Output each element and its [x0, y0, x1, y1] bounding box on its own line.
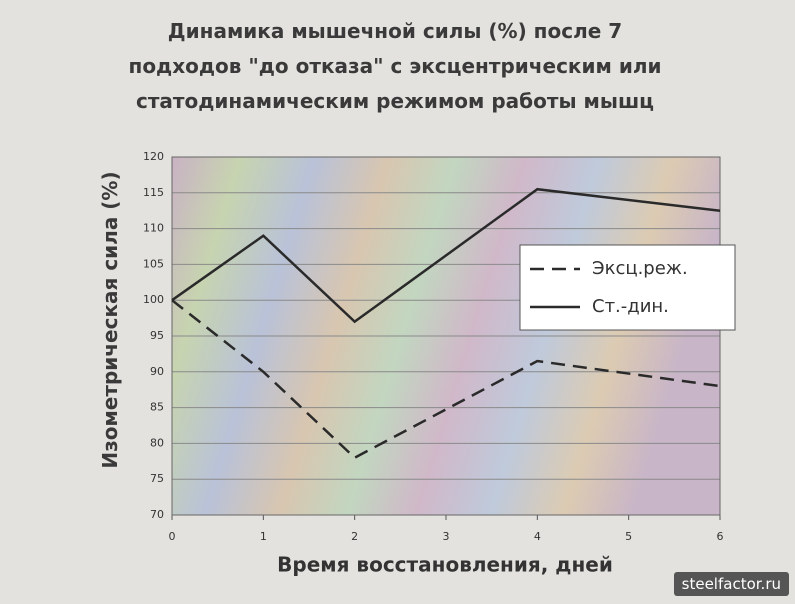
series-line	[171, 187, 721, 324]
plot-border	[171, 156, 721, 516]
series-line	[171, 299, 721, 460]
x-axis-label: Время восстановления, дней	[277, 553, 613, 577]
y-tick-label: 95	[150, 329, 164, 342]
x-tick-label: 2	[351, 530, 358, 543]
watermark: steelfactor.ru	[673, 572, 789, 596]
legend-label: Ст.-дин.	[592, 296, 669, 317]
y-axis-label: Изометрическая сила (%)	[98, 171, 122, 469]
x-tick-label: 0	[169, 530, 176, 543]
x-tick-label: 1	[260, 530, 267, 543]
x-tick-label: 5	[625, 530, 632, 543]
y-tick-label: 105	[143, 257, 164, 270]
x-tick-label: 6	[717, 530, 724, 543]
chart-title: Динамика мышечной силы (%) после 7 подхо…	[128, 19, 662, 113]
y-tick-label: 70	[150, 508, 164, 521]
x-tick-label: 3	[443, 530, 450, 543]
x-tick-label: 4	[534, 530, 541, 543]
y-tick-label: 75	[150, 472, 164, 485]
y-tick-label: 100	[143, 293, 164, 306]
y-tick-label: 80	[150, 436, 164, 449]
y-tick-label: 110	[143, 222, 164, 235]
legend-box	[519, 244, 736, 331]
y-tick-label: 85	[150, 401, 164, 414]
y-tick-label: 90	[150, 365, 164, 378]
y-tick-label: 120	[143, 150, 164, 163]
legend-label: Эксц.реж.	[592, 258, 688, 279]
y-tick-label: 115	[143, 186, 164, 199]
